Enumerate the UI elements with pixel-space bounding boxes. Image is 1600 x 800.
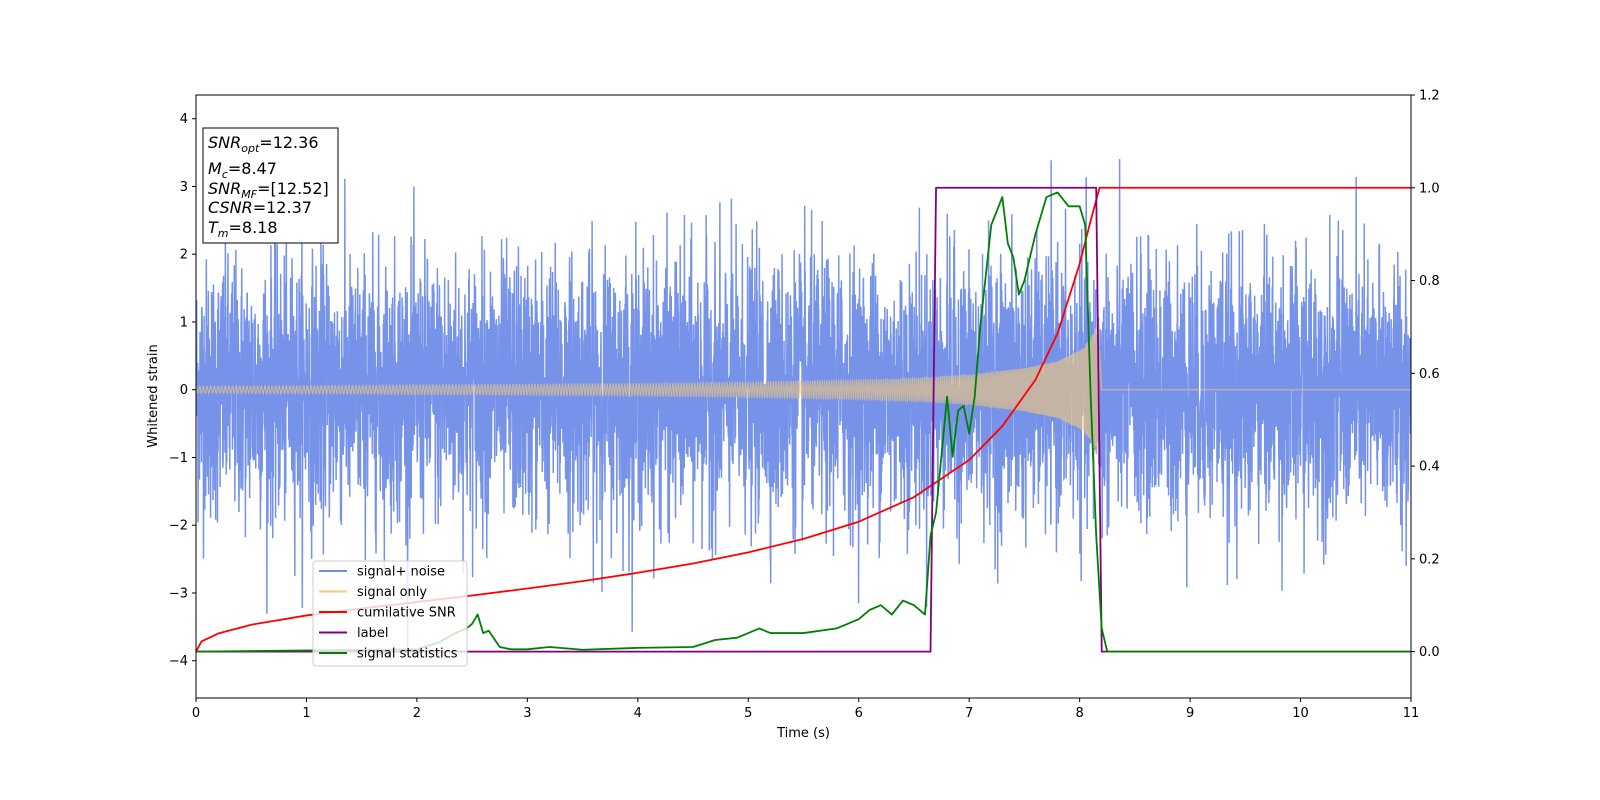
x-axis-label: Time (s) [776,726,830,741]
info-line: CSNR=12.37 [208,198,312,217]
y2-tick-label: 0.0 [1419,645,1440,660]
x-tick-label: 4 [634,706,642,721]
x-tick-label: 8 [1075,706,1083,721]
legend-label: signal only [357,585,427,600]
legend-label: signal+ noise [357,565,445,580]
y-tick-label: −2 [169,519,188,534]
series-signal-noise-line [196,159,1411,649]
legend-label: signal statistics [357,647,458,662]
y-tick-label: −3 [169,586,188,601]
legend-label: cumilative SNR [357,606,456,621]
y-tick-label: −1 [169,451,188,466]
series-line-4 [196,191,1411,653]
x-tick-label: 9 [1186,706,1194,721]
info-line: SNRMF=[12.52] [208,179,329,201]
series-signal-only-line [196,320,1411,460]
y2-tick-label: 0.4 [1419,460,1440,475]
x-tick-label: 1 [302,706,310,721]
y2-tick-label: 1.2 [1419,89,1440,104]
x-tick-label: 11 [1403,706,1420,721]
x-tick-label: 6 [855,706,863,721]
y-tick-label: −4 [169,654,188,669]
y2-tick-label: 0.8 [1419,274,1440,289]
series-line-2 [196,186,1411,653]
y-tick-label: 4 [180,112,188,127]
plot-frame [195,94,1412,699]
series-layer [196,159,1411,653]
info-line: Mc=8.47 [208,159,277,181]
y2-tick-label: 0.2 [1419,552,1440,567]
y2-tick-label: 1.0 [1419,181,1440,196]
info-box-frame [202,127,339,244]
info-box: SNRopt=12.36 Mc=8.47SNRMF=[12.52]CSNR=12.… [202,127,339,244]
x-tick-label: 10 [1292,706,1309,721]
y-tick-label: 3 [180,180,188,195]
y2-tick-label: 0.6 [1419,367,1440,382]
y-tick-label: 2 [180,248,188,263]
legend-label: label [357,626,388,641]
info-line: Tm=8.18 [208,218,278,240]
x-tick-label: 2 [413,706,421,721]
x-tick-label: 0 [192,706,200,721]
info-line: SNRopt=12.36 [208,133,319,155]
legend: signal+ noise signal only cumilative SNR la… [312,560,468,667]
y-tick-label: 0 [180,383,188,398]
x-tick-label: 3 [523,706,531,721]
legend-frame [312,560,468,667]
x-tick-label: 7 [965,706,973,721]
y-tick-label: 1 [180,315,188,330]
y-axis-label: Whitened strain [146,344,161,447]
axes-layer: 0 1 2 3 4 5 6 7 8 9 10 11 −4 −3 −2 −1 0 1 2 3 4 0.0 0.2 0.4 0.6 0… [169,89,1440,722]
x-tick-label: 5 [744,706,752,721]
